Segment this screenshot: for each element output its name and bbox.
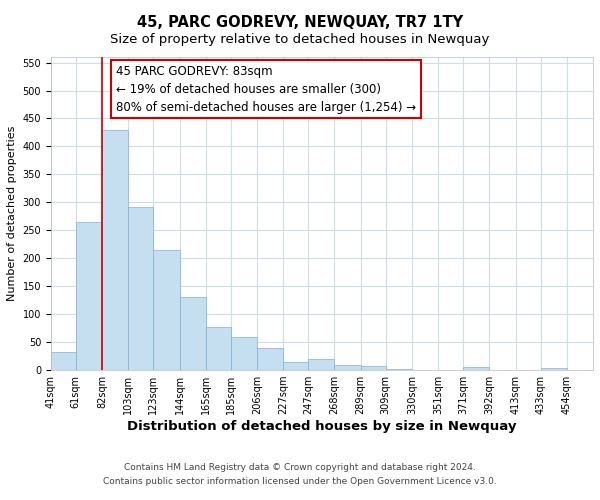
Bar [128,207,153,370]
Bar [334,364,361,370]
Text: 45 PARC GODREVY: 83sqm
← 19% of detached houses are smaller (300)
80% of semi-de: 45 PARC GODREVY: 83sqm ← 19% of detached… [116,65,416,114]
Bar [257,348,283,370]
Bar [76,222,102,370]
Bar [283,362,308,370]
Bar [102,130,128,370]
Bar [51,352,76,370]
Bar [206,327,231,370]
Y-axis label: Number of detached properties: Number of detached properties [7,126,17,301]
Bar [361,366,386,370]
Bar [179,298,206,370]
Bar [541,368,567,370]
Text: Size of property relative to detached houses in Newquay: Size of property relative to detached ho… [110,32,490,46]
Text: 45, PARC GODREVY, NEWQUAY, TR7 1TY: 45, PARC GODREVY, NEWQUAY, TR7 1TY [137,15,463,30]
Bar [153,250,179,370]
Text: Contains public sector information licensed under the Open Government Licence v3: Contains public sector information licen… [103,477,497,486]
X-axis label: Distribution of detached houses by size in Newquay: Distribution of detached houses by size … [127,420,517,433]
Bar [386,369,412,370]
Text: Contains HM Land Registry data © Crown copyright and database right 2024.: Contains HM Land Registry data © Crown c… [124,464,476,472]
Bar [463,368,490,370]
Bar [308,359,334,370]
Bar [231,336,257,370]
